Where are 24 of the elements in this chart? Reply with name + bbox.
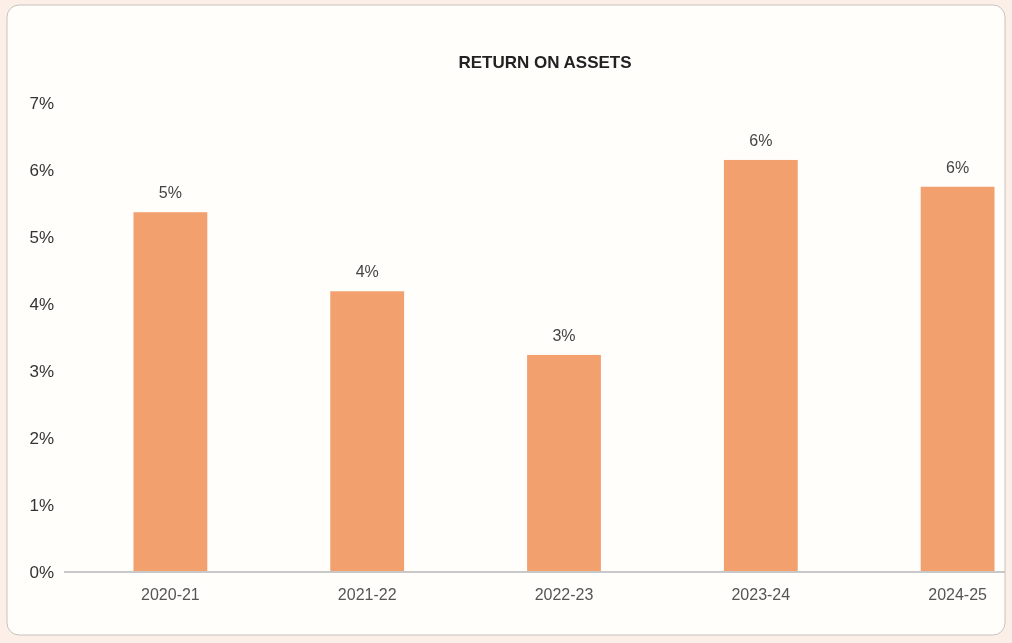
data-label: 5% [158,184,182,202]
bar [527,354,601,572]
y-tick-label: 7% [29,93,54,113]
bar [920,186,995,572]
bar [723,159,798,572]
y-tick-label: 2% [29,428,54,448]
data-label: 6% [749,131,773,149]
data-label: 4% [355,263,379,281]
x-tick-label: 2021-22 [337,586,397,603]
bar [133,212,208,572]
bar [330,291,405,572]
chart-title: RETURN ON ASSETS [458,53,632,72]
x-tick-label: 2020-21 [141,586,200,603]
data-label: 3% [552,326,576,344]
y-tick-label: 5% [29,227,54,247]
x-tick-label: 2023-24 [731,586,791,603]
y-tick-label: 3% [29,361,54,381]
y-tick-label: 1% [29,495,54,515]
y-tick-label: 6% [29,160,54,180]
x-tick-label: 2022-23 [534,586,594,603]
data-label: 6% [946,158,970,176]
x-tick-label: 2024-25 [928,586,988,603]
y-tick-label: 0% [29,562,54,582]
y-tick-label: 4% [29,294,54,314]
